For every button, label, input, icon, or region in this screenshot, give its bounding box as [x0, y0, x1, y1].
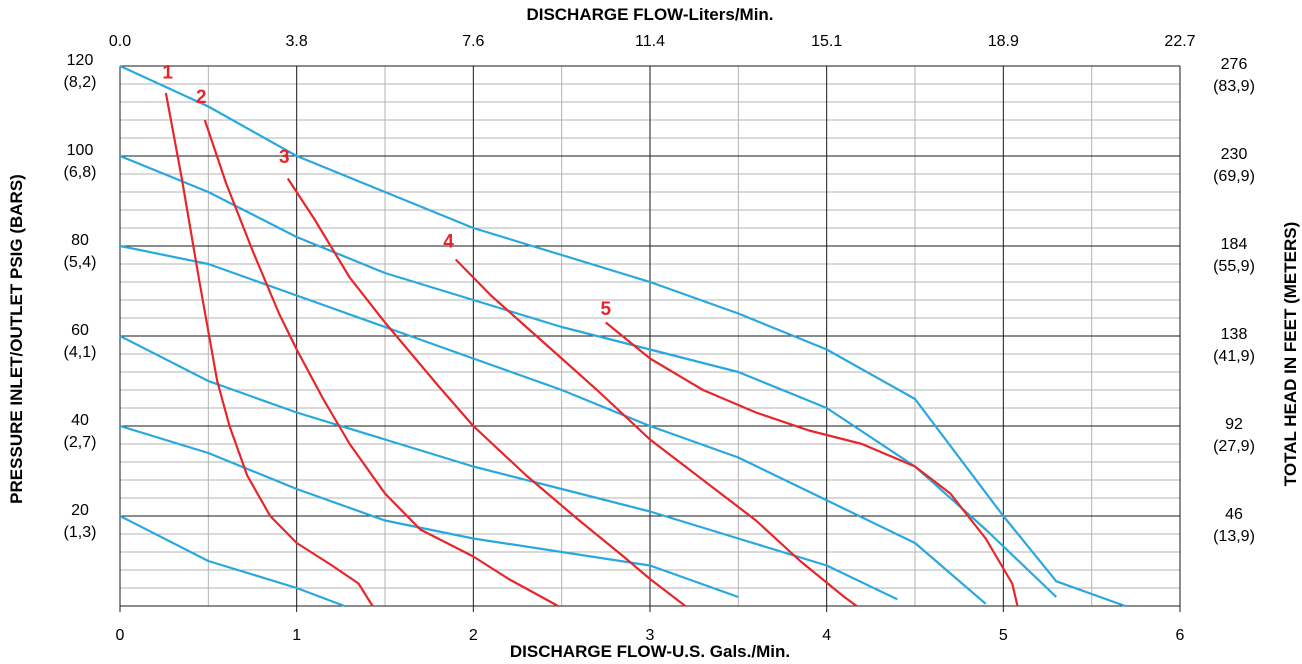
- left-tick-sublabel: (8,2): [64, 74, 97, 91]
- top-tick-label: 0.0: [109, 33, 131, 50]
- left-tick-label: 100: [67, 142, 94, 159]
- left-tick-sublabel: (4,1): [64, 344, 97, 361]
- air-consumption-curves: [164, 92, 1019, 607]
- pressure-curve-4: [119, 335, 898, 601]
- x-tick-label: 2: [469, 627, 478, 644]
- top-tick-label: 15.1: [811, 33, 842, 50]
- right-tick-label: 46: [1225, 506, 1243, 523]
- right-tick-sublabel: (83,9): [1213, 78, 1255, 95]
- right-tick-label: 230: [1221, 146, 1248, 163]
- top-axis-title: DISCHARGE FLOW-Liters/Min.: [526, 5, 773, 24]
- air-curve-5: [605, 321, 1019, 607]
- x-tick-label: 3: [646, 627, 655, 644]
- pressure-curve-1: [119, 65, 1126, 608]
- right-tick-sublabel: (69,9): [1213, 168, 1255, 185]
- pressure-curve-6: [119, 515, 345, 608]
- left-tick-label: 60: [71, 322, 89, 339]
- air-curve-label-5: 5: [601, 299, 612, 320]
- left-tick-sublabel: (2,7): [64, 434, 97, 451]
- left-tick-sublabel: (6,8): [64, 164, 97, 181]
- x-tick-label: 0: [116, 627, 125, 644]
- right-tick-sublabel: (55,9): [1213, 258, 1255, 275]
- right-tick-label: 184: [1221, 236, 1248, 253]
- top-tick-label: 11.4: [635, 33, 665, 50]
- x-tick-label: 1: [292, 627, 301, 644]
- air-curve-4: [454, 258, 858, 607]
- air-curve-label-2: 2: [196, 87, 207, 108]
- left-axis-title: PRESSURE INLET/OUTLET PSIG (BARS): [7, 174, 26, 504]
- air-curve-label-3: 3: [279, 147, 290, 168]
- air-curve-label-4: 4: [443, 231, 454, 252]
- left-tick-label: 20: [71, 502, 89, 519]
- x-axis-title: DISCHARGE FLOW-U.S. Gals./Min.: [510, 642, 790, 661]
- right-tick-label: 276: [1221, 56, 1248, 73]
- air-curve-label-1: 1: [162, 63, 173, 84]
- left-tick-label: 120: [67, 52, 94, 69]
- top-tick-label: 18.9: [988, 33, 1019, 50]
- left-tick-sublabel: (1,3): [64, 524, 97, 541]
- pressure-curves: [119, 65, 1126, 608]
- right-tick-label: 92: [1225, 416, 1243, 433]
- x-tick-label: 5: [999, 627, 1008, 644]
- right-axis-title: TOTAL HEAD IN FEET (METERS): [1281, 222, 1300, 486]
- left-tick-label: 80: [71, 232, 89, 249]
- right-tick-sublabel: (13,9): [1213, 528, 1255, 545]
- x-tick-label: 6: [1176, 627, 1185, 644]
- right-tick-label: 138: [1221, 326, 1248, 343]
- right-tick-sublabel: (27,9): [1213, 438, 1255, 455]
- axis-ticks: 0 1 2 3 4 5 60.0 3.8 7.6 11.4 15.1 18.9 22.7120(8,2)…: [64, 33, 1255, 644]
- air-curve-labels: 1 2 3 4 5: [162, 63, 611, 320]
- top-tick-label: 22.7: [1164, 33, 1195, 50]
- right-tick-sublabel: (41,9): [1213, 348, 1255, 365]
- pressure-curve-2: [119, 154, 1058, 598]
- top-tick-label: 7.6: [462, 33, 484, 50]
- pressure-curve-5: [119, 424, 739, 599]
- left-tick-label: 40: [71, 412, 89, 429]
- air-curve-1: [164, 92, 374, 607]
- air-curve-3: [286, 177, 686, 607]
- left-tick-sublabel: (5,4): [64, 254, 97, 271]
- x-tick-label: 4: [822, 627, 831, 644]
- top-tick-label: 3.8: [286, 33, 308, 50]
- air-curve-2: [203, 119, 559, 607]
